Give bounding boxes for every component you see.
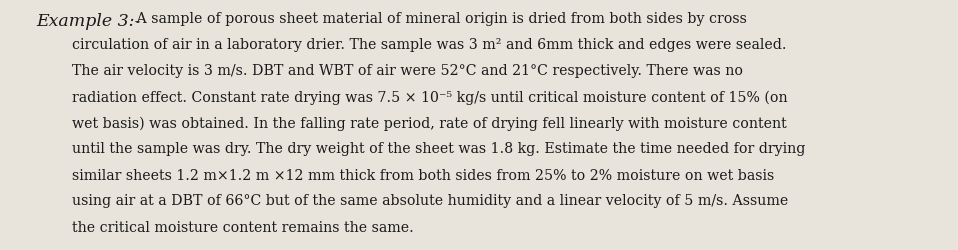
Text: using air at a DBT of 66°C but of the same absolute humidity and a linear veloci: using air at a DBT of 66°C but of the sa… [36,194,788,208]
Text: until the sample was dry. The dry weight of the sheet was 1.8 kg. Estimate the t: until the sample was dry. The dry weight… [36,142,806,156]
Text: A sample of porous sheet material of mineral origin is dried from both sides by : A sample of porous sheet material of min… [132,12,747,26]
Text: The air velocity is 3 m/s. DBT and WBT of air were 52°C and 21°C respectively. T: The air velocity is 3 m/s. DBT and WBT o… [36,64,743,78]
Text: wet basis) was obtained. In the falling rate period, rate of drying fell linearl: wet basis) was obtained. In the falling … [36,116,787,131]
Text: similar sheets 1.2 m×1.2 m ×12 mm thick from both sides from 25% to 2% moisture : similar sheets 1.2 m×1.2 m ×12 mm thick … [36,168,775,182]
Text: Example 3:-: Example 3:- [36,12,141,29]
Text: circulation of air in a laboratory drier. The sample was 3 m² and 6mm thick and : circulation of air in a laboratory drier… [36,38,787,52]
Text: the critical moisture content remains the same.: the critical moisture content remains th… [36,220,414,234]
Text: radiation effect. Constant rate drying was 7.5 × 10⁻⁵ kg/s until critical moistu: radiation effect. Constant rate drying w… [36,90,788,105]
